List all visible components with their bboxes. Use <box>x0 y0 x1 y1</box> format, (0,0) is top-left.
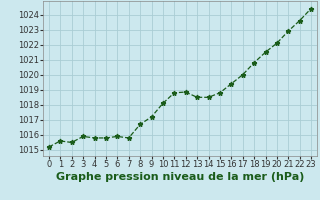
X-axis label: Graphe pression niveau de la mer (hPa): Graphe pression niveau de la mer (hPa) <box>56 172 304 182</box>
